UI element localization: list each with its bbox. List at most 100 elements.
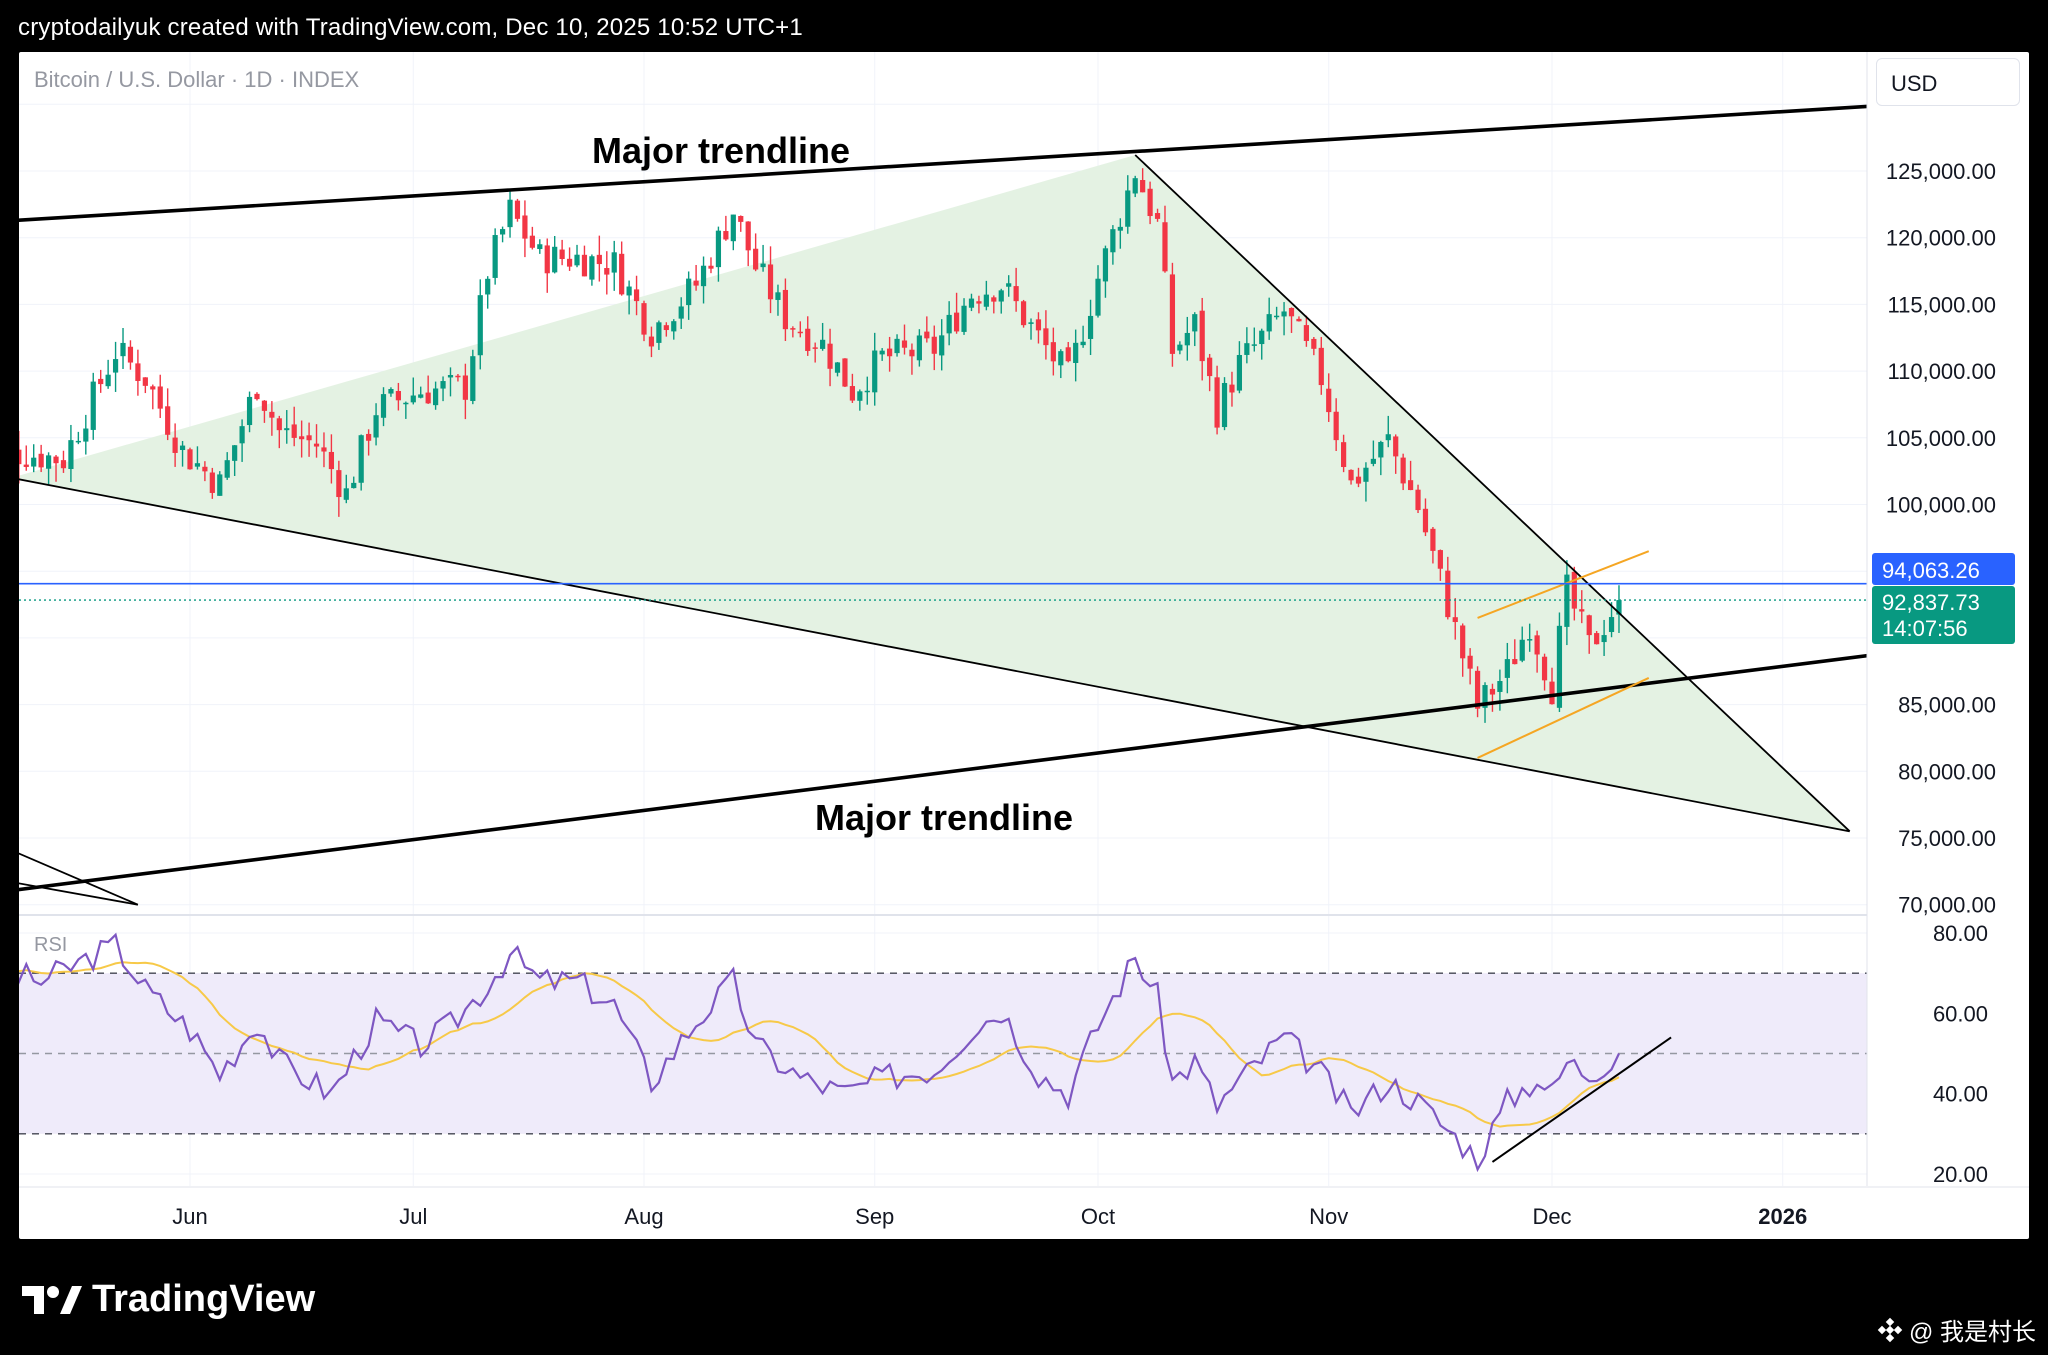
candle [1184, 316, 1190, 361]
candle [991, 295, 997, 314]
rsi-tick-label: 20.00 [1933, 1162, 1988, 1187]
candle [1341, 434, 1347, 473]
major-trendline-top[interactable] [0, 104, 1902, 224]
candle [767, 246, 774, 314]
candle [872, 332, 878, 406]
candle [1437, 549, 1443, 581]
candle [1073, 329, 1079, 382]
candle [574, 244, 580, 268]
candle [112, 341, 119, 392]
candle [1601, 619, 1607, 656]
candle [1229, 371, 1235, 407]
candle [849, 373, 855, 403]
falling-wedge-fill [19, 155, 1850, 832]
candle [1541, 653, 1548, 691]
price-axis[interactable]: 125,000.00 120,000.00 115,000.00 110,000.00… [1886, 159, 1996, 918]
candle [1348, 469, 1354, 485]
candle [723, 215, 729, 241]
rsi-tick-label: 40.00 [1933, 1082, 1988, 1107]
candle [998, 288, 1004, 314]
candle [1087, 299, 1094, 356]
candle [1355, 467, 1362, 488]
candle [1080, 325, 1086, 348]
candle [820, 322, 826, 351]
candle [1281, 302, 1287, 336]
candle [142, 377, 148, 394]
older-trendline-1[interactable] [0, 825, 139, 906]
candle [1318, 336, 1324, 395]
major-trendline-bottom[interactable] [0, 651, 1902, 898]
candle [1169, 262, 1176, 367]
candle [455, 374, 461, 382]
candle [485, 276, 491, 309]
price-tick-label: 105,000.00 [1886, 426, 1996, 451]
candle [1504, 642, 1510, 694]
candle [194, 446, 201, 470]
trendlines[interactable] [0, 104, 1902, 906]
tradingview-wordmark: TradingView [92, 1278, 316, 1320]
candle [700, 256, 707, 304]
channel-lower-line[interactable] [1477, 677, 1650, 759]
candle [269, 401, 275, 436]
candle [1460, 623, 1466, 677]
line-price-value: 94,063.26 [1882, 558, 1980, 583]
candle [343, 474, 349, 504]
candle [745, 221, 751, 267]
candle [19, 430, 22, 484]
candle [1006, 275, 1012, 297]
candles[interactable] [0, 168, 1622, 723]
candle [1407, 460, 1414, 491]
bar-countdown: 14:07:56 [1882, 616, 1968, 641]
candle [604, 251, 610, 295]
candle [1571, 566, 1577, 621]
currency-selector[interactable]: USD [1876, 58, 2020, 106]
line-price-badge [1872, 553, 2015, 585]
candle [1095, 265, 1101, 318]
candle [864, 376, 870, 405]
candle [246, 391, 253, 433]
candle [1035, 312, 1042, 344]
time-tick-label: 2026 [1758, 1204, 1807, 1229]
candle [857, 389, 863, 411]
candle [522, 200, 528, 258]
candle [53, 454, 59, 482]
candle [797, 321, 803, 338]
candle [648, 326, 655, 358]
candle [827, 328, 833, 387]
rsi-axis[interactable]: 80.00 60.00 40.00 20.00 [1933, 921, 1988, 1187]
older-trendline-2[interactable] [0, 871, 139, 906]
time-tick-label: Nov [1309, 1204, 1348, 1229]
candle [1132, 175, 1138, 198]
candle [1154, 208, 1161, 222]
candle [98, 369, 104, 393]
candle [1400, 453, 1406, 491]
wedge-lower-line[interactable] [11, 478, 1850, 833]
candle [916, 329, 922, 367]
candle [1147, 181, 1153, 225]
time-tick-label: Jul [399, 1204, 427, 1229]
candle [782, 278, 789, 341]
wedge-upper-line[interactable] [1134, 154, 1851, 832]
price-tick-label: 125,000.00 [1886, 159, 1996, 184]
candle [83, 414, 89, 455]
tradingview-logo: TradingView [22, 1278, 315, 1321]
channel-upper-line[interactable] [1477, 550, 1650, 619]
candle [1274, 306, 1280, 320]
rsi-trendline[interactable] [1491, 1036, 1672, 1163]
candle [1422, 498, 1429, 537]
candle [351, 476, 357, 489]
time-tick-label: Oct [1081, 1204, 1115, 1229]
candle [1467, 648, 1473, 685]
price-tick-label: 115,000.00 [1888, 292, 1996, 317]
candle [1192, 312, 1198, 347]
candle [1199, 297, 1205, 381]
candle [127, 340, 134, 370]
candle [805, 316, 811, 356]
candle [1288, 307, 1295, 333]
trendline-label-bottom: Major trendline [815, 797, 1073, 838]
candle [395, 382, 401, 411]
time-axis[interactable]: Jun Jul Aug Sep Oct Nov Dec 2026 [172, 1204, 1807, 1229]
candle [1594, 630, 1600, 645]
candle [45, 452, 52, 485]
